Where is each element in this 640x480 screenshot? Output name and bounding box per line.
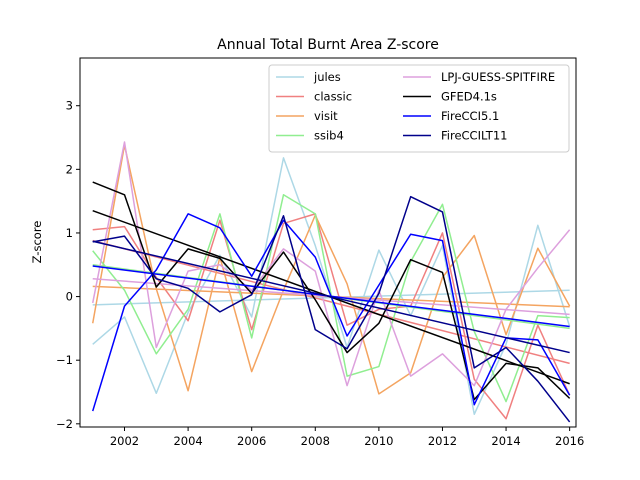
plot-area [91,141,571,423]
series-line-fireccilt11 [92,195,571,423]
chart-title: Annual Total Burnt Area Z-score [217,37,439,53]
x-tick-label: 2016 [555,434,584,448]
legend-label-firecci5-1: FireCCI5.1 [441,109,499,123]
x-tick-label: 2002 [110,434,139,448]
legend-label-fireccilt11: FireCCILT11 [441,129,507,143]
x-tick-label: 2006 [237,434,266,448]
legend-label-ssib4: ssib4 [314,129,344,143]
y-tick-label: −1 [56,353,73,367]
x-tick-label: 2010 [364,434,393,448]
series-line-gfed4-1s [92,181,571,401]
x-tick-label: 2014 [491,434,520,448]
legend-box [268,64,570,153]
y-tick-label: 2 [66,162,73,176]
trend-line-classic [92,239,570,365]
series-line-visit [91,144,571,395]
x-tick-label: 2008 [301,434,330,448]
plot-frame [79,57,577,428]
legend: jules classic visit ssib4 LPJ-GUESS-SPITFIRE… [268,64,570,153]
y-tick-label: 3 [66,99,73,113]
trend-line-fireccilt11 [92,240,570,354]
axis-ticks: 2002 2004 2006 2008 2010 2012 2014 2016 −2 −1 0 1 2 3 [56,99,584,448]
legend-label-gfed4-1s: GFED4.1s [441,90,497,104]
x-tick-label: 2004 [173,434,202,448]
legend-label-classic: classic [314,90,352,104]
x-tick-label: 2012 [428,434,457,448]
y-tick-label: 1 [66,226,73,240]
legend-label-visit: visit [314,109,338,123]
legend-label-jules: jules [313,70,341,84]
y-tick-label: −2 [56,417,73,431]
legend-label-lpj-guess-spitfire: LPJ-GUESS-SPITFIRE [441,70,555,84]
series-line-lpj-guess-spitfire [91,141,571,387]
y-tick-label: 0 [66,290,73,304]
y-axis-label: Z-score [30,221,44,264]
series-line-jules [92,157,571,416]
series-line-classic [92,213,571,420]
